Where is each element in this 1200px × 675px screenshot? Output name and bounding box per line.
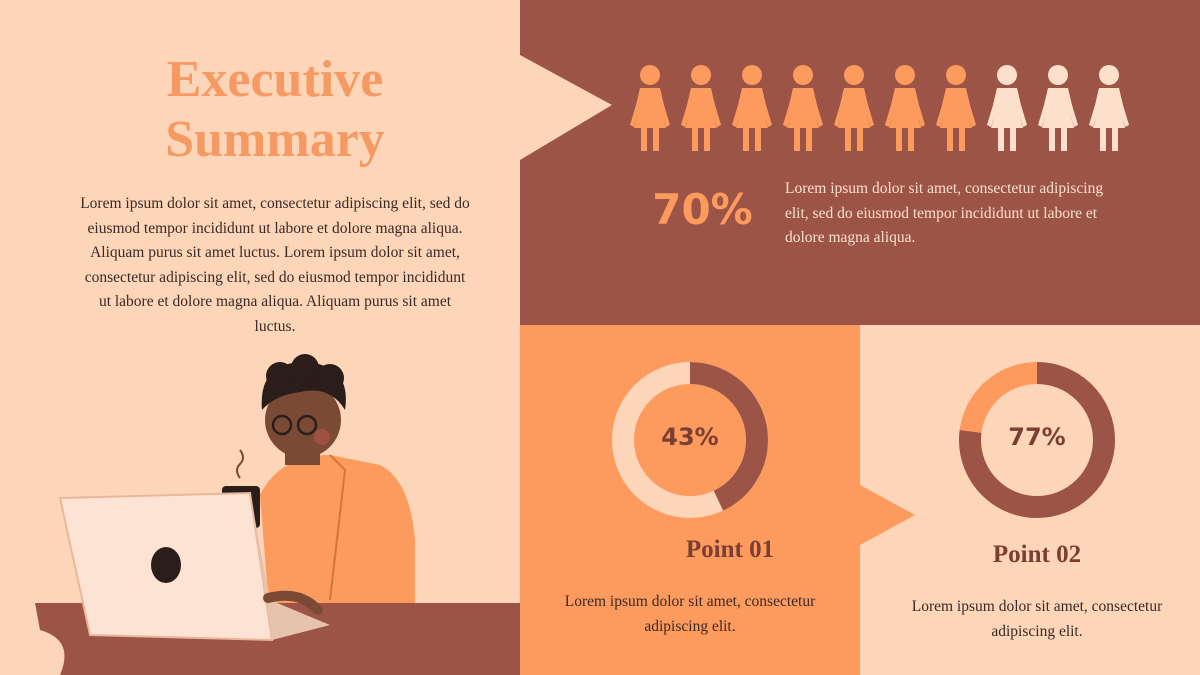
title: Executive Summary [165, 51, 385, 168]
person-icon [630, 65, 670, 151]
intro-text: Lorem ipsum dolor sit amet, consectetur … [80, 195, 470, 335]
person-icon [732, 65, 772, 151]
illustration [35, 354, 520, 675]
point-text: Lorem ipsum dolor sit amet, consectetur … [911, 598, 1163, 640]
person-icon [1038, 65, 1078, 151]
person-icon [936, 65, 976, 151]
donut-label: 43% [661, 423, 719, 451]
stat-panel [520, 0, 1200, 325]
person-icon [783, 65, 823, 151]
person-icon [885, 65, 925, 151]
point-text: Lorem ipsum dolor sit amet, consectetur … [564, 593, 816, 635]
arrow [860, 485, 915, 545]
stat-label: 70% [652, 185, 753, 234]
person-icon [681, 65, 721, 151]
point-title: Point 01 [685, 536, 775, 563]
donut-arc [612, 362, 768, 518]
person-icon [1089, 65, 1129, 151]
donut-arc [959, 362, 1115, 518]
person-icon [987, 65, 1027, 151]
donut-label: 77% [1008, 423, 1066, 451]
stat-text: Lorem ipsum dolor sit amet, consectetur … [785, 180, 1104, 246]
point-title: Point 02 [992, 541, 1082, 568]
person-icon [834, 65, 874, 151]
arrow [520, 55, 612, 160]
